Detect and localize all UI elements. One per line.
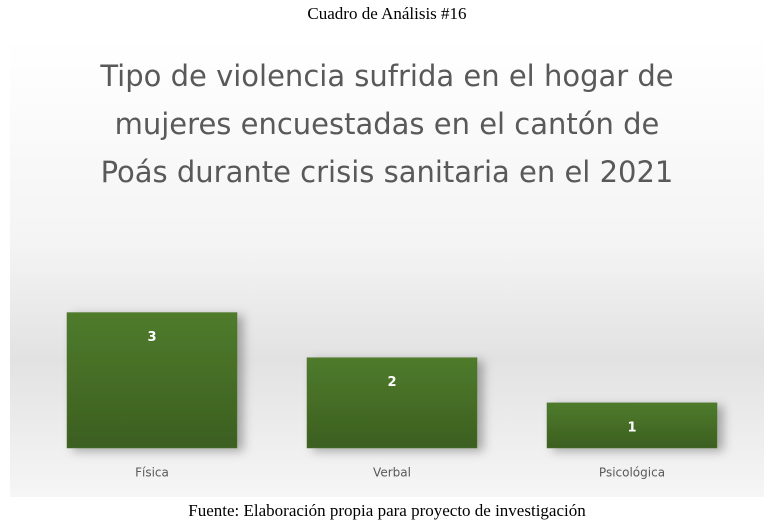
chart-title: Tipo de violencia sufrida en el hogar de… bbox=[100, 59, 674, 189]
value-label: 2 bbox=[387, 375, 396, 390]
source: Fuente: Elaboración propia para proyecto… bbox=[188, 501, 586, 520]
bar bbox=[66, 312, 238, 449]
bar bbox=[546, 402, 718, 449]
header: Cuadro de Análisis #16 bbox=[307, 4, 466, 23]
x-tick-label: Física bbox=[135, 466, 169, 480]
bar bbox=[306, 357, 478, 449]
value-label: 3 bbox=[147, 330, 156, 345]
x-tick-label: Psicológica bbox=[599, 466, 665, 480]
x-tick-label: Verbal bbox=[373, 466, 411, 480]
value-label: 1 bbox=[627, 420, 636, 435]
